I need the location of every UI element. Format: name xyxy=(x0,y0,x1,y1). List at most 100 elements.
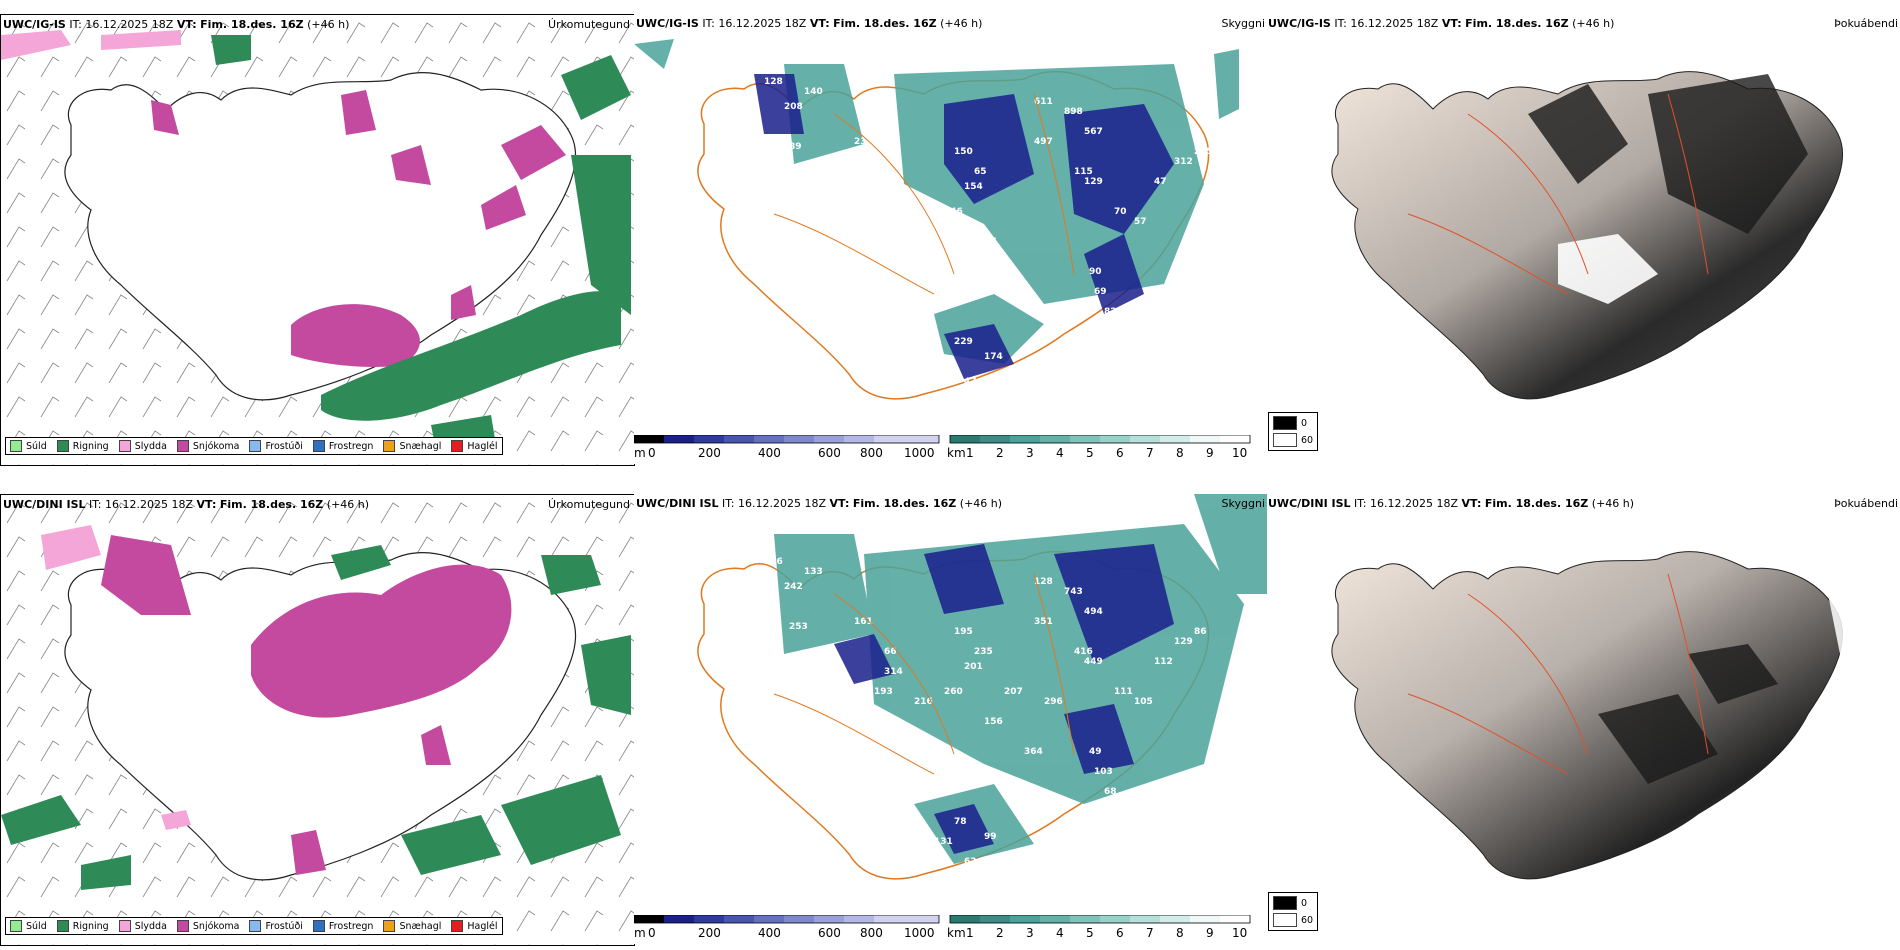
visibility-value: 416 xyxy=(1074,647,1093,657)
cloud-visibility-map-igis: 128 208 140 89 75 67 42 23 60 150 65 154 146 37 611 898… xyxy=(634,14,1267,464)
visibility-value: 201 xyxy=(964,662,983,672)
visibility-value: 86 xyxy=(1194,627,1207,637)
cloud-header: UWC/DINI ISL IT: 16.12.2025 18Z VT: Fim.… xyxy=(636,497,1002,510)
precip-legend-label: Slydda xyxy=(134,920,167,932)
precip-legend-label: Frostúði xyxy=(265,920,303,932)
it-label: IT: xyxy=(702,17,715,30)
visibility-value: 67 xyxy=(759,162,772,172)
cloudbase-unit: m xyxy=(634,926,646,940)
precip-swatch xyxy=(249,920,262,932)
vt-label: VT: xyxy=(196,498,217,511)
visibility-value: 128 xyxy=(764,77,783,87)
precip-legend-item: Snæhagl xyxy=(383,440,441,452)
visibility-value: 567 xyxy=(1084,127,1103,137)
visibility-value: 216 xyxy=(914,697,933,707)
it-value: 16.12.2025 18Z xyxy=(85,18,174,31)
visibility-value: 78 xyxy=(954,817,967,827)
precip-legend-label: Snæhagl xyxy=(399,920,442,932)
precip-legend-label: Slydda xyxy=(134,440,167,452)
visibility-value: 105 xyxy=(1134,697,1153,707)
precip-legend-label: Snæhagl xyxy=(399,440,442,452)
sleet-areas xyxy=(41,525,191,830)
visibility-value: 14 xyxy=(834,237,847,247)
vt-value: Fim. 18.des. 16Z xyxy=(833,17,937,30)
visibility-value: 235 xyxy=(974,647,993,657)
visibility-tick: 1 xyxy=(966,446,974,460)
precip-legend-item: Snjókoma xyxy=(176,440,239,452)
snow-areas xyxy=(101,535,512,875)
visibility-tick: 1 xyxy=(966,926,974,940)
precip-swatch xyxy=(56,920,69,932)
fog-header: UWC/DINI ISL IT: 16.12.2025 18Z VT: Fim.… xyxy=(1268,497,1634,510)
lead-time: (+46 h) xyxy=(1591,497,1635,510)
visibility-value: 225 xyxy=(1194,147,1213,157)
visibility-tick: 10 xyxy=(1232,926,1248,940)
fog-swatch xyxy=(1273,896,1297,910)
visibility-value: 229 xyxy=(954,337,973,347)
visibility-value: 193 xyxy=(874,687,893,697)
precip-swatch xyxy=(10,440,22,452)
precip-swatch xyxy=(249,440,262,452)
visibility-value: 199 xyxy=(894,737,913,747)
visibility-tick: 3 xyxy=(1026,926,1034,940)
precip-legend-label: Súld xyxy=(26,440,47,452)
fog-dark-areas xyxy=(1598,644,1778,784)
visibility-value: 70 xyxy=(1114,207,1127,217)
model-name: UWC/DINI ISL xyxy=(3,498,86,511)
visibility-tick: 7 xyxy=(1146,446,1154,460)
visibility-value: 126 xyxy=(764,557,783,567)
visibility-value: 68 xyxy=(1104,787,1117,797)
snow-areas xyxy=(151,90,566,367)
visibility-value: 351 xyxy=(1034,617,1053,627)
precip-legend-item: Frostregn xyxy=(312,920,373,932)
precip-legend-item: Rigning xyxy=(56,440,109,452)
visibility-value: 207 xyxy=(1004,687,1023,697)
visibility-value: 300 xyxy=(1014,787,1033,797)
visibility-tick: 2 xyxy=(996,926,1004,940)
visibility-value: 99 xyxy=(984,832,997,842)
it-label: IT: xyxy=(722,497,735,510)
visibility-tick: 4 xyxy=(1056,926,1064,940)
cloudbase-tick: 0 xyxy=(648,446,656,460)
visibility-value: 126 xyxy=(814,647,833,657)
precip-legend: Súld Rigning Slydda Snjókoma Frostúði Frostre… xyxy=(5,437,503,455)
lead-time: (+46 h) xyxy=(959,497,1003,510)
visibility-value: 898 xyxy=(1064,107,1083,117)
precip-type-map-graphic xyxy=(1,495,634,945)
visibility-tick: 6 xyxy=(1116,926,1124,940)
visibility-value: 66 xyxy=(884,647,897,657)
cloudbase-tick: 600 xyxy=(818,446,841,460)
visibility-value: 103 xyxy=(1094,767,1113,777)
visibility-value: 253 xyxy=(789,622,808,632)
visibility-value: 82 xyxy=(1104,307,1117,317)
visibility-value: 90 xyxy=(1089,267,1102,277)
fog-legend-item: 0 xyxy=(1273,416,1307,430)
precip-legend-item: Snæhagl xyxy=(383,920,441,932)
visibility-value: 131 xyxy=(934,837,953,847)
visibility-value: 497 xyxy=(1034,137,1053,147)
visibility-unit: km xyxy=(947,926,966,940)
precip-swatch xyxy=(451,440,464,452)
cloudbase-tick: 400 xyxy=(758,926,781,940)
colorbar-labels: m 0 200 400 600 800 1000 km 1 2 3 4 5 6 … xyxy=(634,446,1267,462)
visibility-tick: 9 xyxy=(1206,446,1214,460)
it-label: IT: xyxy=(89,498,102,511)
precip-legend-item: Frostúði xyxy=(249,440,303,452)
cloudbase-tick: 1000 xyxy=(904,446,935,460)
precip-header: UWC/IG-IS IT: 16.12.2025 18Z VT: Fim. 18… xyxy=(3,18,349,31)
fog-legend-label: 0 xyxy=(1301,897,1308,909)
lead-time: (+46 h) xyxy=(940,17,983,30)
rain-areas xyxy=(211,35,631,450)
visibility-value: 494 xyxy=(1084,607,1103,617)
vt-label: VT: xyxy=(1461,497,1482,510)
precip-legend-label: Rigning xyxy=(72,440,109,452)
precip-legend-item: Slydda xyxy=(118,440,167,452)
it-value: 16.12.2025 18Z xyxy=(718,17,807,30)
colorbar-labels: m 0 200 400 600 800 1000 km 1 2 3 4 5 6 … xyxy=(634,926,1267,942)
visibility-tick: 8 xyxy=(1176,926,1184,940)
low-cloud-areas xyxy=(754,74,1174,379)
precip-title: Úrkomutegund xyxy=(548,498,630,511)
vt-label: VT: xyxy=(1441,17,1462,30)
cloudbase-unit: m xyxy=(634,446,646,460)
precip-legend-label: Súld xyxy=(26,920,47,932)
